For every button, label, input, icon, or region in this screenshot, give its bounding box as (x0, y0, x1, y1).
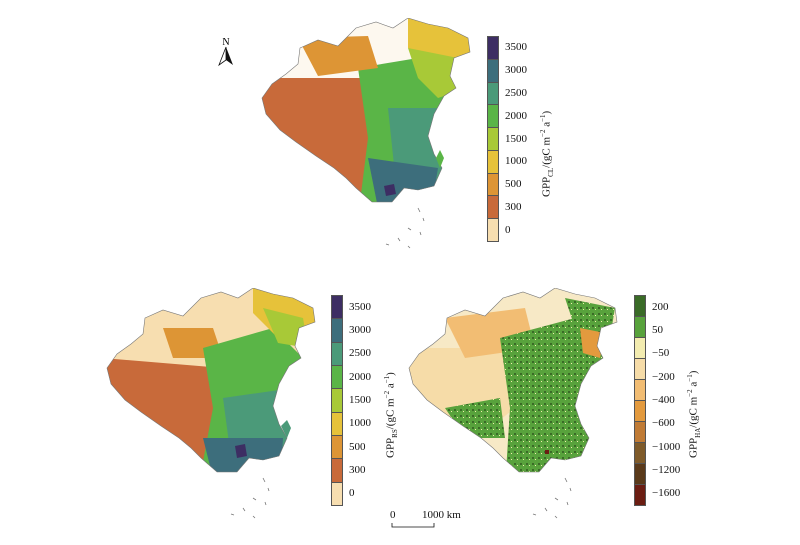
legend-label: 1000 (505, 155, 527, 168)
legend-label: −600 (652, 417, 675, 430)
legend-label: 500 (349, 440, 366, 453)
legend-label: 0 (505, 223, 511, 236)
scale-start-label: 0 (390, 509, 396, 521)
legend-label: 50 (652, 324, 663, 336)
legend-title-part: −1 (539, 113, 547, 122)
legend-swatch (487, 218, 499, 242)
legend-gpp-ha: 200 50 −50 −200 −400 −600 −1000 −1200 −1600 GPPHA… (634, 295, 704, 506)
legend-label: −1000 (652, 440, 681, 453)
legend-label: 3500 (505, 41, 527, 54)
legend-title: GPPRS/(gC m−2 a−1) (383, 372, 399, 458)
legend-title-part: a (384, 383, 397, 391)
legend-title-part: −1 (383, 375, 391, 384)
legend-swatch (487, 172, 499, 197)
legend-label: 200 (652, 300, 669, 313)
scale-bar: 0 1000 km (390, 503, 480, 533)
legend-title-part: a (687, 381, 700, 390)
legend-title-part: −2 (383, 390, 391, 399)
legend-title-part: −1 (686, 374, 694, 382)
legend-label: 3000 (349, 324, 371, 336)
map-gpp-ha (408, 288, 618, 519)
legend-label: −1200 (652, 464, 681, 476)
legend-label: 2000 (505, 109, 527, 122)
legend-swatch (634, 484, 646, 506)
legend-title-part: a (540, 121, 553, 130)
legend-swatch (331, 341, 343, 366)
legend-label: 1000 (349, 417, 371, 430)
legend-swatch (331, 481, 343, 506)
legend-label: 0 (349, 487, 355, 500)
map-gpp-cl (261, 18, 471, 249)
legend-label: 3000 (505, 64, 527, 77)
legend-swatch (634, 379, 646, 401)
legend-label: 2000 (349, 370, 371, 383)
legend-label: −200 (652, 370, 675, 383)
legend-swatch (487, 149, 499, 174)
legend-title-part: /(gC m (687, 396, 700, 428)
legend-swatch (487, 81, 499, 106)
legend-title-part: CL (546, 167, 555, 177)
legend-label: 2500 (349, 347, 371, 360)
legend-swatch (634, 400, 646, 422)
legend-label: −1600 (652, 487, 681, 500)
legend-title-part: GPP (687, 437, 700, 458)
legend-swatch (331, 435, 343, 460)
legend-title-part: −2 (686, 389, 694, 397)
legend-label: 1500 (505, 132, 527, 145)
legend-swatch (487, 104, 499, 129)
legend-label: 500 (505, 178, 522, 191)
legend-label: −400 (652, 394, 675, 406)
legend-swatch (634, 295, 646, 317)
legend-swatch (634, 463, 646, 485)
map-gpp-rs (106, 288, 316, 519)
legend-swatch (634, 442, 646, 464)
legend-label: 2500 (505, 86, 527, 99)
svg-text:N: N (222, 37, 229, 48)
legend-swatch (487, 195, 499, 220)
legend-label: 300 (505, 200, 522, 213)
legend-title: GPPCL/(gC m−2 a−1) (539, 110, 555, 196)
legend-gpp-rs: 3500 3000 2500 2000 1500 1000 500 300 0 GPPRS/(gC… (331, 295, 401, 506)
legend-gpp-cl: 3500 3000 2500 2000 1500 1000 500 300 0 GPPCL/(gC… (487, 36, 557, 242)
legend-title-part: −2 (539, 129, 547, 137)
legend-swatch (487, 36, 499, 60)
legend-title-part: HA (693, 427, 702, 438)
legend-swatch (634, 337, 646, 359)
legend-swatch (331, 295, 343, 320)
legend-label: 300 (349, 464, 366, 476)
legend-title: GPPHA/(gC m−2 a−1) (686, 371, 702, 458)
legend-title-part: ) (384, 372, 397, 376)
legend-title-part: GPP (384, 437, 397, 458)
legend-title-part: /(gC m (384, 398, 397, 430)
legend-title-part: ) (540, 110, 553, 114)
legend-label: 1500 (349, 394, 371, 406)
legend-swatch (331, 318, 343, 343)
scale-end-label: 1000 km (422, 509, 461, 521)
legend-title-part: ) (687, 370, 700, 375)
legend-swatch (331, 411, 343, 436)
legend-title-part: GPP (540, 176, 553, 197)
legend-label: 3500 (349, 300, 371, 313)
north-arrow-icon: N (218, 37, 233, 67)
legend-swatch (331, 388, 343, 413)
legend-swatch (634, 421, 646, 443)
legend-title-part: /(gC m (540, 136, 553, 168)
legend-swatch (634, 316, 646, 338)
legend-title-part: RS (390, 429, 399, 438)
legend-swatch (487, 58, 499, 83)
legend-swatch (487, 127, 499, 151)
legend-swatch (331, 458, 343, 483)
legend-swatch (634, 358, 646, 380)
legend-swatch (331, 365, 343, 390)
legend-label: −50 (652, 347, 670, 360)
